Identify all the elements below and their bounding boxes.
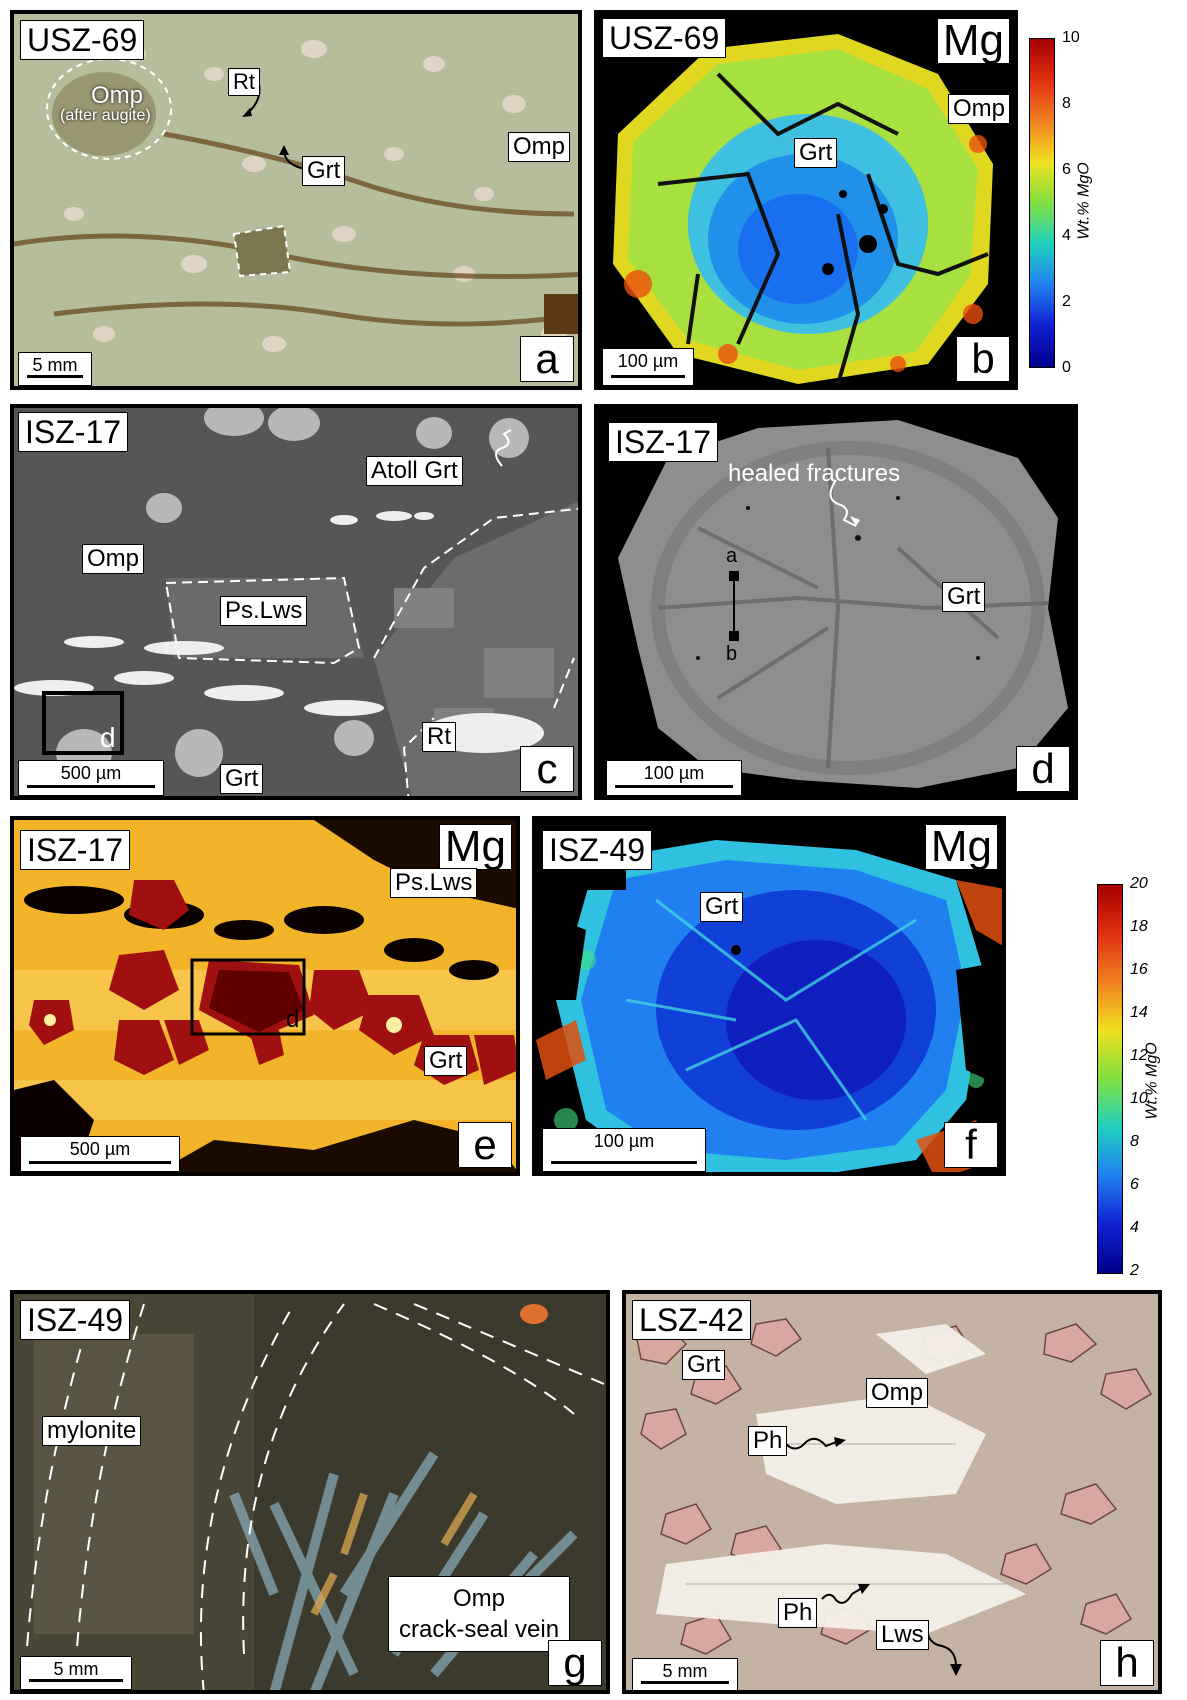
mineral-label-grt: Grt	[220, 764, 264, 794]
scale-bar: 100 µm	[542, 1128, 706, 1172]
panel-h: LSZ-42 Grt Omp Ph Ph Lws 5 mm h	[622, 1290, 1162, 1694]
inset-label-d: d	[286, 1006, 300, 1033]
panel-b: USZ-69 Mg Omp Grt 100 µm b	[594, 10, 1018, 390]
colorbar-tick: 18	[1130, 918, 1148, 935]
colorbar-tick: 4	[1130, 1219, 1139, 1236]
mineral-label-grt: Grt	[302, 156, 346, 186]
inset-label-d: d	[100, 722, 116, 753]
mineral-label-grt: Grt	[424, 1046, 468, 1076]
sample-id-label: USZ-69	[602, 18, 727, 58]
element-label: Mg	[438, 824, 512, 870]
healed-fractures-label: healed fractures	[728, 460, 901, 487]
panel-f-mgo-map	[536, 820, 1002, 1172]
panel-letter: a	[520, 336, 574, 382]
scale-bar-label: 5 mm	[32, 355, 78, 375]
sample-id-label: ISZ-17	[20, 830, 131, 870]
scale-bar: 5 mm	[20, 1656, 132, 1690]
mineral-label-pslws: Ps.Lws	[390, 868, 478, 898]
profile-point-b: b	[726, 643, 738, 665]
colorbar-title: Wt.% MgO	[1075, 162, 1093, 240]
colorbar-tick: 10	[1062, 29, 1080, 46]
colorbar-tick: 8	[1130, 1133, 1139, 1150]
element-label: Mg	[936, 18, 1010, 64]
vein-label: Omp crack-seal vein	[388, 1576, 571, 1653]
panel-letter: h	[1100, 1640, 1154, 1686]
scale-bar: 500 µm	[20, 1136, 180, 1172]
after-augite-label: (after augite)	[60, 107, 151, 124]
mgo-colorbar	[1097, 884, 1123, 1274]
scale-bar: 100 µm	[606, 760, 742, 796]
colorbar-title: Wt.% MgO	[1143, 1042, 1161, 1120]
colorbar-tick: 6	[1062, 161, 1071, 178]
rock-label-mylonite: mylonite	[42, 1416, 142, 1446]
mineral-label-omp: Omp	[453, 1585, 506, 1612]
panel-g: ISZ-49 mylonite Omp crack-seal vein 5 mm…	[10, 1290, 610, 1694]
colorbar-tick: 12	[1130, 1047, 1148, 1064]
mineral-label-omp: Omp	[866, 1378, 929, 1408]
mineral-label-atoll-grt: Atoll Grt	[366, 456, 463, 486]
colorbar-tick: 10	[1130, 1090, 1148, 1107]
mineral-label-lws: Lws	[876, 1620, 929, 1650]
panel-d: ISZ-17 healed fractures a b Grt 100 µm d	[594, 404, 1078, 800]
sample-id-label: USZ-69	[20, 20, 145, 60]
panel-letter: c	[520, 746, 574, 792]
scale-bar-label: 100 µm	[643, 763, 705, 783]
sample-id-label: ISZ-17	[608, 422, 719, 462]
sample-id-label: ISZ-17	[18, 412, 129, 452]
panel-letter: b	[956, 336, 1010, 382]
mineral-label-omp-augite: Omp	[91, 82, 144, 109]
mineral-label-omp: Omp	[82, 544, 145, 574]
panel-c: ISZ-17 Atoll Grt Omp Ps.Lws d Rt Grt 500…	[10, 404, 582, 800]
sample-id-label: ISZ-49	[20, 1300, 131, 1340]
mineral-label-ph: Ph	[778, 1598, 818, 1628]
panel-a: USZ-69 Omp (after augite) Rt Grt Omp 5 m…	[10, 10, 582, 390]
scale-bar: 100 µm	[602, 348, 694, 386]
mineral-label-grt: Grt	[942, 582, 986, 612]
panel-letter: f	[944, 1122, 998, 1168]
element-label: Mg	[924, 824, 998, 870]
vein-type-label: crack-seal vein	[399, 1616, 560, 1644]
panel-b-mgo-map	[598, 14, 1014, 386]
scale-bar: 5 mm	[18, 352, 92, 386]
panel-d-bse-image	[598, 408, 1074, 796]
mineral-label-grt: Grt	[682, 1350, 726, 1380]
mineral-label-rt: Rt	[228, 68, 260, 96]
colorbar-tick: 14	[1130, 1004, 1148, 1021]
colorbar-tick: 20	[1130, 875, 1148, 892]
scale-bar: 500 µm	[18, 760, 164, 796]
colorbar-tick: 6	[1130, 1176, 1139, 1193]
panel-g-xpl-image	[14, 1294, 606, 1690]
colorbar-tick: 2	[1130, 1262, 1139, 1279]
colorbar-tick: 0	[1062, 359, 1071, 376]
mineral-label-ph: Ph	[748, 1426, 788, 1456]
sample-id-label: ISZ-49	[542, 830, 653, 870]
scale-bar-label: 500 µm	[69, 1139, 131, 1159]
mineral-label-pslws: Ps.Lws	[220, 596, 308, 626]
panel-e: ISZ-17 Mg Ps.Lws d Grt 500 µm e	[10, 816, 520, 1176]
colorbar-tick: 8	[1062, 95, 1071, 112]
sample-id-label: LSZ-42	[632, 1300, 751, 1340]
scale-bar-label: 100 µm	[593, 1131, 655, 1151]
scale-bar-label: 5 mm	[662, 1661, 708, 1681]
mineral-label-grt: Grt	[794, 138, 838, 168]
panel-a-image	[14, 14, 578, 386]
colorbar-tick: 16	[1130, 961, 1148, 978]
scale-bar: 5 mm	[632, 1658, 738, 1690]
scale-bar-label: 100 µm	[617, 351, 679, 371]
panel-letter: d	[1016, 746, 1070, 792]
profile-point-a: a	[726, 545, 738, 567]
scale-bar-label: 500 µm	[60, 763, 122, 783]
mineral-label-omp: Omp	[947, 94, 1010, 124]
panel-letter: g	[548, 1640, 602, 1686]
mineral-label-rt: Rt	[422, 722, 456, 752]
mineral-label-omp: Omp	[508, 132, 571, 162]
scale-bar-label: 5 mm	[53, 1659, 99, 1679]
panel-letter: e	[458, 1122, 512, 1168]
panel-f: ISZ-49 Mg Grt 100 µm f	[532, 816, 1006, 1176]
mineral-label-grt: Grt	[700, 892, 744, 922]
mgo-colorbar	[1029, 38, 1055, 368]
colorbar-tick: 2	[1062, 293, 1071, 310]
colorbar-tick: 4	[1062, 227, 1071, 244]
